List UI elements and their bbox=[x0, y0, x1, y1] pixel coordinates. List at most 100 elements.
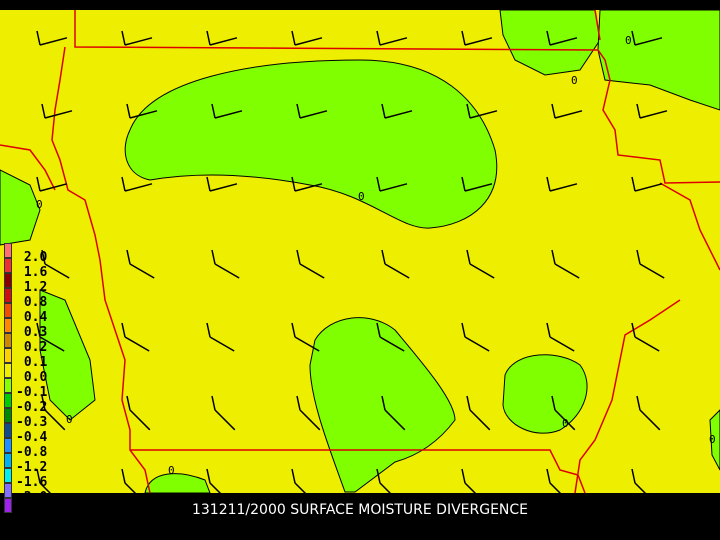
wind-barb bbox=[291, 468, 307, 493]
wind-barb bbox=[291, 322, 320, 352]
svg-text:0: 0 bbox=[168, 464, 175, 477]
svg-text:0: 0 bbox=[36, 198, 43, 211]
contour-labels: 0 0 0 0 0 0 0 0 bbox=[36, 34, 716, 477]
legend-label: -1.2 bbox=[16, 460, 48, 475]
wind-barb bbox=[551, 103, 583, 119]
legend-swatch bbox=[4, 288, 12, 303]
wind-barb bbox=[551, 249, 580, 279]
wind-barb bbox=[41, 103, 73, 119]
wind-barb bbox=[466, 103, 498, 119]
legend-swatch bbox=[4, 393, 12, 408]
map-title: 131211/2000 SURFACE MOISTURE DIVERGENCE bbox=[191, 502, 529, 518]
wind-barb bbox=[206, 176, 238, 192]
legend-label: 0.8 bbox=[16, 295, 48, 310]
wind-barb bbox=[546, 322, 575, 352]
legend-label: -2.0 bbox=[16, 490, 48, 505]
wind-barb bbox=[461, 176, 493, 192]
wind-barb bbox=[466, 249, 495, 279]
wind-barb bbox=[381, 103, 413, 119]
legend-swatch bbox=[4, 243, 12, 258]
svg-text:0: 0 bbox=[358, 190, 365, 203]
wind-barb bbox=[296, 395, 321, 431]
legend-label: 1.2 bbox=[16, 280, 48, 295]
legend-label: 1.6 bbox=[16, 265, 48, 280]
wind-barb bbox=[206, 322, 235, 352]
wind-barb bbox=[41, 249, 70, 279]
legend-label: -0.1 bbox=[16, 385, 48, 400]
wind-barb bbox=[296, 249, 325, 279]
wind-barb bbox=[36, 468, 52, 493]
wind-barb bbox=[36, 322, 65, 352]
wind-barb bbox=[206, 30, 238, 46]
wind-barb bbox=[36, 176, 68, 192]
legend-label: 0.1 bbox=[16, 355, 48, 370]
wind-barbs bbox=[36, 30, 668, 493]
wind-barb bbox=[376, 468, 392, 493]
wind-barb bbox=[126, 395, 151, 431]
legend-swatch bbox=[4, 438, 12, 453]
wind-barb bbox=[631, 322, 660, 352]
legend-swatch bbox=[4, 378, 12, 393]
legend-swatch bbox=[4, 408, 12, 423]
negative-divergence-regions bbox=[0, 9, 720, 493]
wind-barb bbox=[631, 176, 663, 192]
legend-label: 0.0 bbox=[16, 370, 48, 385]
wind-barb bbox=[121, 30, 153, 46]
legend-swatch bbox=[4, 258, 12, 273]
legend-label: 0.2 bbox=[16, 340, 48, 355]
legend-swatch bbox=[4, 273, 12, 288]
legend-label: 2.0 bbox=[16, 250, 48, 265]
color-legend: 2.0 1.6 1.2 0.8 0.4 0.3 0.2 0.1 0.0 -0.1-… bbox=[4, 243, 47, 513]
map: 0 0 0 0 0 0 0 0 bbox=[0, 9, 720, 493]
legend-label: 0.4 bbox=[16, 310, 48, 325]
legend-label: -1.6 bbox=[16, 475, 48, 490]
svg-text:0: 0 bbox=[571, 74, 578, 87]
wind-barb bbox=[41, 395, 66, 431]
wind-barb bbox=[546, 176, 578, 192]
legend-swatch bbox=[4, 318, 12, 333]
wind-barb bbox=[296, 103, 328, 119]
legend-swatch bbox=[4, 303, 12, 318]
wind-barb bbox=[631, 468, 647, 493]
wind-barb bbox=[121, 322, 150, 352]
wind-barb bbox=[211, 249, 240, 279]
wind-barb bbox=[291, 30, 323, 46]
wind-barb bbox=[211, 395, 236, 431]
svg-text:0: 0 bbox=[562, 417, 569, 430]
wind-barb bbox=[461, 322, 490, 352]
svg-text:0: 0 bbox=[66, 413, 73, 426]
svg-text:0: 0 bbox=[709, 433, 716, 446]
legend-swatch bbox=[4, 453, 12, 468]
wind-barb bbox=[636, 103, 668, 119]
legend-label: -0.4 bbox=[16, 430, 48, 445]
wind-barb bbox=[381, 249, 410, 279]
legend-swatch bbox=[4, 483, 12, 498]
legend-swatch bbox=[4, 468, 12, 483]
wind-barb bbox=[466, 395, 491, 431]
legend-swatch bbox=[4, 498, 12, 513]
legend-swatch bbox=[4, 348, 12, 363]
wind-barb bbox=[376, 30, 408, 46]
wind-barb bbox=[206, 468, 222, 493]
legend-label: -0.3 bbox=[16, 415, 48, 430]
wind-barb bbox=[126, 249, 155, 279]
legend-swatch bbox=[4, 363, 12, 378]
wind-barb bbox=[376, 322, 405, 352]
wind-barb bbox=[546, 30, 578, 46]
wind-barb bbox=[636, 249, 665, 279]
wind-barb bbox=[376, 176, 408, 192]
wind-barb bbox=[551, 395, 576, 431]
legend-label: -0.2 bbox=[16, 400, 48, 415]
wind-barb bbox=[211, 103, 243, 119]
wind-barb bbox=[631, 30, 663, 46]
wind-barb bbox=[126, 103, 158, 119]
wind-barb bbox=[121, 468, 137, 493]
legend-swatch bbox=[4, 333, 12, 348]
wind-barb bbox=[381, 395, 406, 431]
svg-text:0: 0 bbox=[625, 34, 632, 47]
wind-barb bbox=[636, 395, 661, 431]
wind-barb bbox=[461, 468, 477, 493]
wind-barb bbox=[291, 176, 323, 192]
state-borders bbox=[0, 9, 720, 493]
legend-label: -0.8 bbox=[16, 445, 48, 460]
